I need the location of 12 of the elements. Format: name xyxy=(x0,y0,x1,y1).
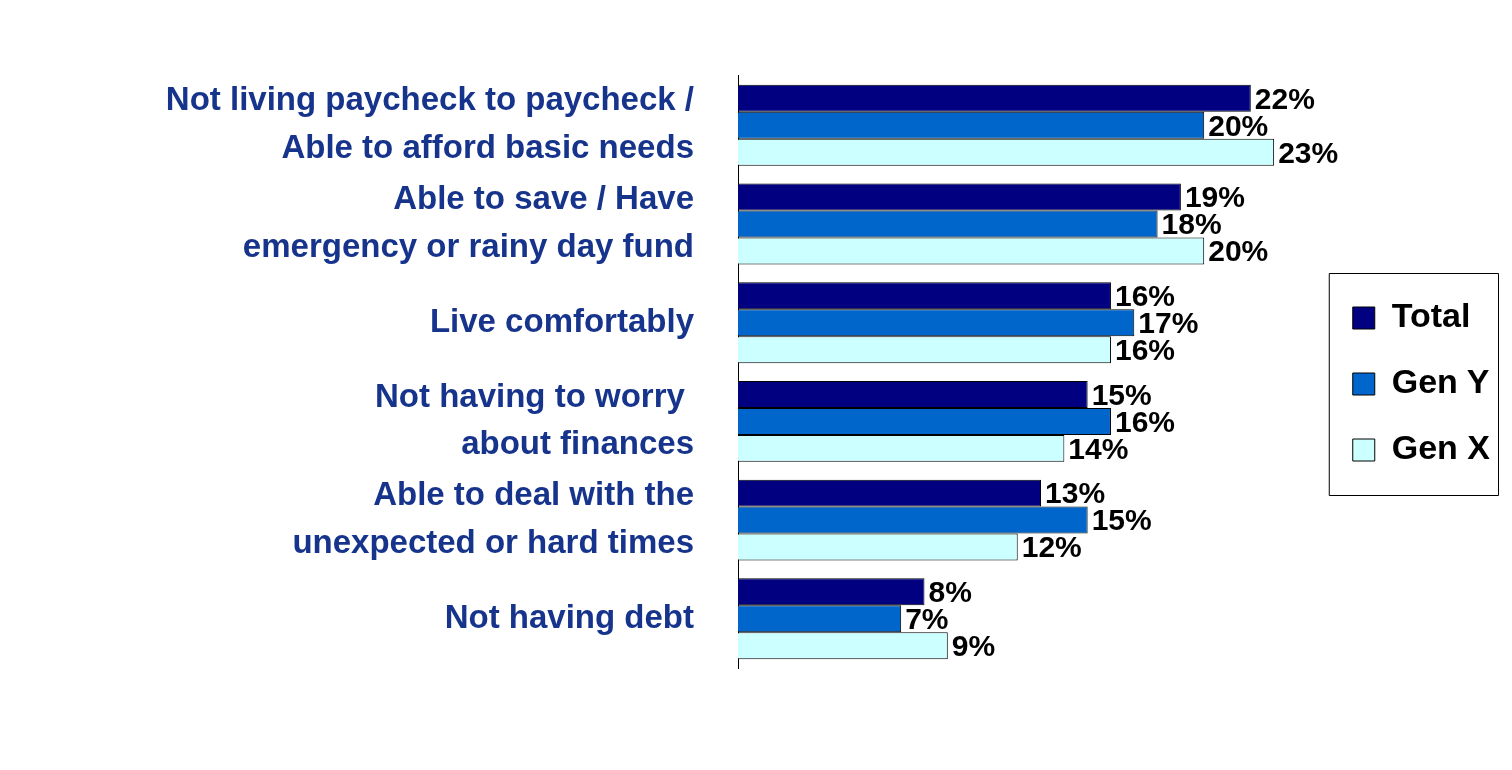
y-tick-label: Not living paycheck to paycheck / Able to afford basic needs xyxy=(165,80,694,166)
y-tick-label: Able to save / Have emergency or rainy day fund xyxy=(242,179,694,264)
y-tick-label: Live comfortably xyxy=(429,301,695,339)
legend-label: Gen X xyxy=(1391,428,1491,467)
data-label: 23% xyxy=(1278,135,1339,169)
legend-label: Gen Y xyxy=(1391,362,1490,401)
y-tick-label: Not having debt xyxy=(444,597,694,635)
y-tick-label: Not having to worry about finances xyxy=(374,376,694,462)
data-label: 12% xyxy=(1021,530,1082,564)
y-tick-label: Able to deal with the unexpected or hard times xyxy=(292,475,694,561)
legend-label: Total xyxy=(1391,296,1471,335)
data-label: 9% xyxy=(951,629,996,663)
